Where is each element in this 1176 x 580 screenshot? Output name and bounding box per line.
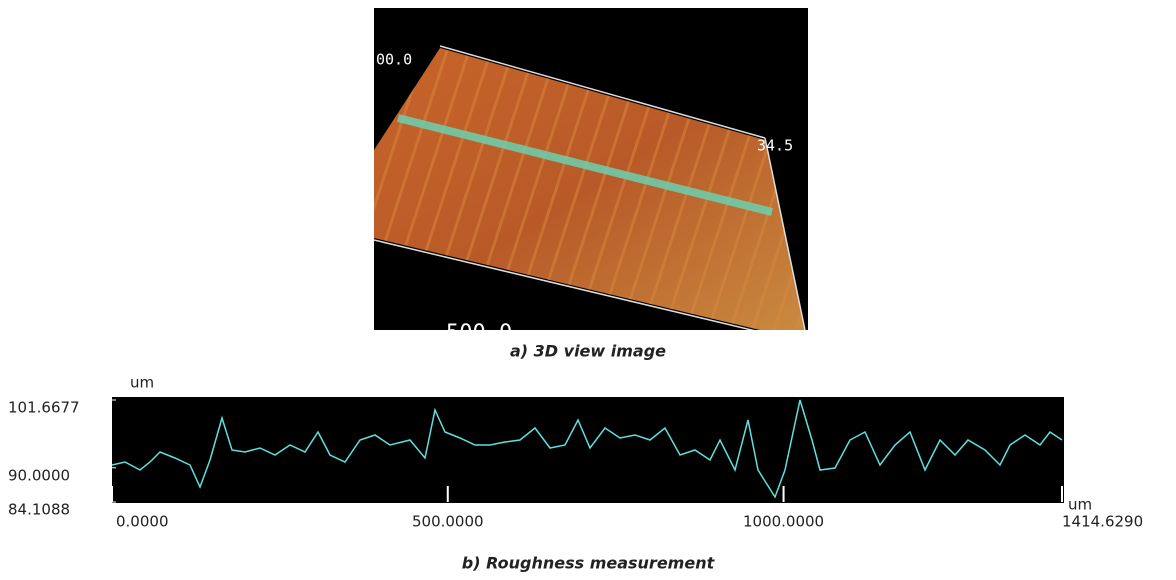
figure: 00.0 34.5 500.0 a) 3D view image um um b…	[0, 0, 1176, 580]
x-tick-label: 1414.6290	[1062, 513, 1143, 531]
caption: b) Roughness measurement	[462, 554, 716, 573]
y-unit: um	[130, 374, 154, 392]
caption: a) 3D view image	[510, 342, 666, 361]
axis-label: 34.5	[757, 137, 793, 155]
axis-label: 00.0	[376, 51, 412, 69]
3d-view: 00.0 34.5 500.0	[374, 8, 808, 346]
x-tick-label: 1000.0000	[743, 513, 824, 531]
x-tick-label: 0.0000	[116, 513, 169, 531]
x-tick-label: 500.0000	[412, 513, 484, 531]
y-tick-label: 84.1088	[8, 501, 70, 519]
x-unit: um	[1068, 496, 1092, 514]
axis-label: 500.0	[446, 321, 512, 346]
y-tick-label: 90.0000	[8, 466, 70, 484]
y-tick-label: 101.6677	[8, 399, 80, 417]
